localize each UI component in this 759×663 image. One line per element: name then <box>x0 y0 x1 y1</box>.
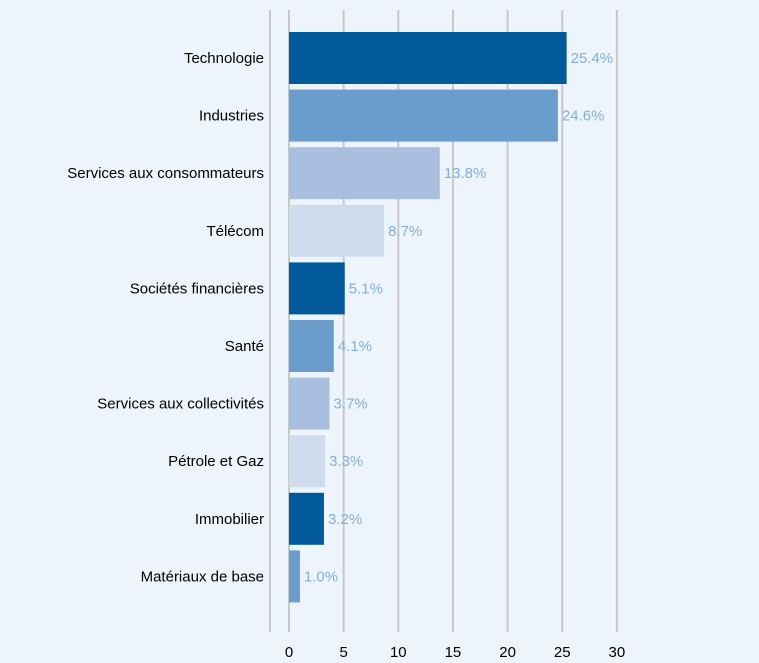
category-label: Sociétés financières <box>130 280 264 297</box>
bar <box>289 550 300 603</box>
bar <box>289 32 567 84</box>
data-label: 5.1% <box>349 280 383 297</box>
category-label: Technologie <box>184 50 264 67</box>
bar <box>289 320 334 372</box>
data-label: 8.7% <box>388 223 422 240</box>
x-tick-label: 15 <box>445 644 462 661</box>
data-label: 25.4% <box>571 50 614 67</box>
bar <box>289 147 440 200</box>
category-label: Services aux consommateurs <box>67 165 264 182</box>
category-label: Immobilier <box>195 511 264 528</box>
data-label: 24.6% <box>562 108 605 125</box>
category-labels: Technologie Industries Services aux consom… <box>67 50 264 585</box>
bars <box>289 32 567 603</box>
data-label: 4.1% <box>338 338 372 355</box>
bar <box>289 204 385 257</box>
data-label: 3.3% <box>329 453 363 470</box>
category-label: Services aux collectivités <box>97 396 264 413</box>
data-label: 3.7% <box>333 396 367 413</box>
bar <box>289 435 326 488</box>
category-label: Industries <box>199 108 264 125</box>
category-label: Pétrole et Gaz <box>168 453 264 470</box>
data-labels: 25.4% 24.6% 13.8% 8.7% 5.1% 4.1% 3.7% 3.3% 3.2% 1… <box>304 50 613 585</box>
x-axis-ticks: 0 5 10 15 20 25 30 <box>285 644 625 661</box>
data-label: 1.0% <box>304 568 338 585</box>
bar <box>289 377 330 430</box>
data-label: 13.8% <box>444 165 487 182</box>
x-tick-label: 5 <box>339 644 347 661</box>
bar <box>289 492 324 545</box>
category-label: Télécom <box>206 223 264 240</box>
x-tick-label: 30 <box>609 644 626 661</box>
data-label: 3.2% <box>328 511 362 528</box>
x-tick-label: 20 <box>499 644 516 661</box>
bar <box>289 89 558 142</box>
x-tick-label: 0 <box>285 644 293 661</box>
x-tick-label: 10 <box>390 644 407 661</box>
category-label: Santé <box>225 338 264 355</box>
bar <box>289 262 345 315</box>
category-label: Matériaux de base <box>141 568 264 585</box>
x-tick-label: 25 <box>554 644 571 661</box>
